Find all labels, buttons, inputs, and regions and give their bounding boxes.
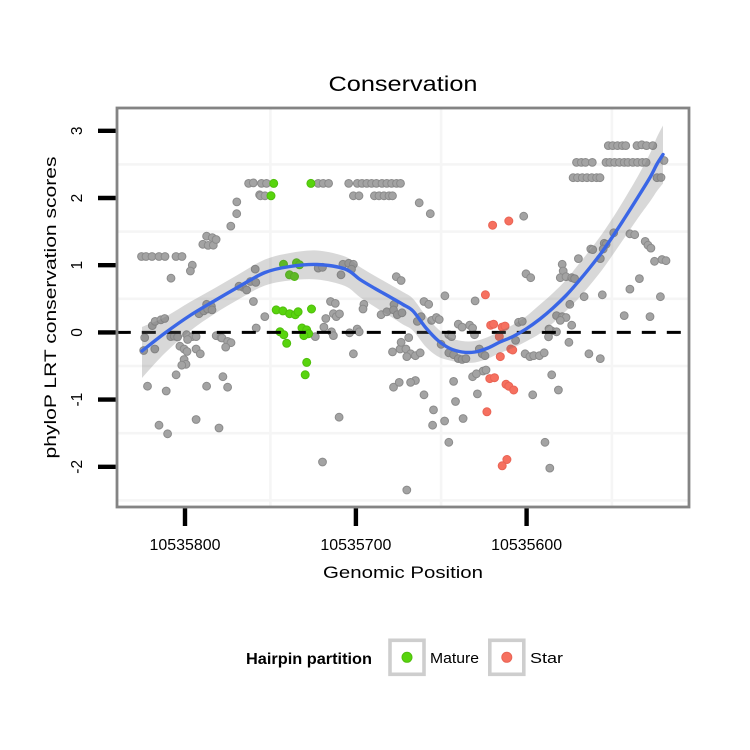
svg-text:3: 3 bbox=[69, 126, 86, 135]
svg-text:0: 0 bbox=[69, 328, 86, 337]
svg-text:phyloP LRT conservation scores: phyloP LRT conservation scores bbox=[41, 157, 60, 459]
svg-text:10535800: 10535800 bbox=[150, 537, 221, 554]
svg-text:Mature: Mature bbox=[430, 650, 479, 667]
svg-text:1: 1 bbox=[69, 261, 86, 270]
svg-text:-1: -1 bbox=[69, 393, 86, 407]
svg-text:Hairpin partition: Hairpin partition bbox=[246, 651, 372, 668]
svg-text:10535600: 10535600 bbox=[491, 537, 562, 554]
svg-text:Star: Star bbox=[530, 650, 563, 667]
svg-text:Conservation: Conservation bbox=[329, 72, 478, 96]
svg-text:10535700: 10535700 bbox=[320, 537, 391, 554]
svg-text:2: 2 bbox=[69, 194, 86, 203]
svg-text:-2: -2 bbox=[69, 460, 86, 474]
svg-text:Genomic Position: Genomic Position bbox=[323, 563, 483, 582]
